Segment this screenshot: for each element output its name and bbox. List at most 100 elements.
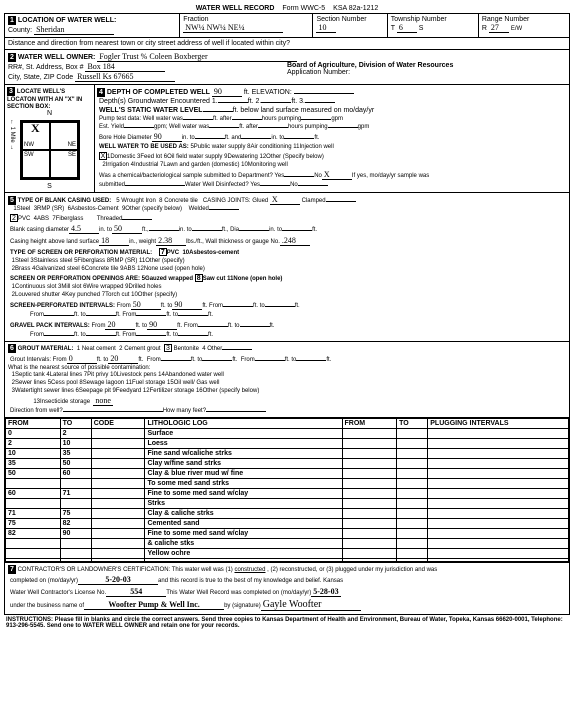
bd6[interactable] <box>282 230 312 231</box>
cell-plug[interactable] <box>428 549 569 559</box>
o8-check[interactable]: 8 <box>195 274 203 282</box>
gif2[interactable] <box>161 360 191 361</box>
jx[interactable]: X <box>270 195 300 205</box>
bore-v[interactable]: 90 <box>152 132 182 142</box>
cell-log[interactable]: To some med sand strks <box>145 479 342 489</box>
cell-to[interactable]: 82 <box>60 519 91 529</box>
cell-code[interactable] <box>91 449 145 459</box>
cell-code[interactable] <box>91 479 145 489</box>
cell-from[interactable]: 35 <box>6 459 61 469</box>
cell-code[interactable] <box>91 489 145 499</box>
cell-code[interactable] <box>91 549 145 559</box>
date1[interactable]: 5-20-03 <box>78 575 158 585</box>
cell-log[interactable]: Cemented sand <box>145 519 342 529</box>
g2t[interactable] <box>240 326 270 327</box>
cell-from2[interactable] <box>342 499 397 509</box>
g1t[interactable]: 90 <box>147 320 177 330</box>
no1v[interactable]: X <box>322 170 352 180</box>
cell-log[interactable]: Fine to some med sand w/clay <box>145 529 342 539</box>
gw1v[interactable] <box>218 102 248 103</box>
cell-to2[interactable] <box>397 559 428 562</box>
cell-from2[interactable] <box>342 489 397 499</box>
p3t[interactable] <box>86 315 116 316</box>
cell-from[interactable]: 0 <box>6 429 61 439</box>
ww2v[interactable] <box>209 127 239 128</box>
subv[interactable] <box>125 185 185 186</box>
yieldv[interactable] <box>124 127 154 128</box>
cell-to2[interactable] <box>397 539 428 549</box>
wn[interactable]: .248 <box>280 236 310 246</box>
cell-log[interactable]: Loess <box>145 439 342 449</box>
cell-log[interactable] <box>145 559 342 562</box>
cell-to2[interactable] <box>397 429 428 439</box>
disy[interactable] <box>260 185 290 186</box>
county-value[interactable]: Sheridan <box>34 25 114 35</box>
cell-to2[interactable] <box>397 469 428 479</box>
cell-to2[interactable] <box>397 439 428 449</box>
cell-to2[interactable] <box>397 549 428 559</box>
dirv[interactable] <box>63 411 163 412</box>
cell-log[interactable]: Fine to some med sand w/clay <box>145 489 342 499</box>
cell-from[interactable] <box>6 539 61 549</box>
git2[interactable] <box>202 360 232 361</box>
cell-from[interactable]: 75 <box>6 519 61 529</box>
cell-to[interactable] <box>60 549 91 559</box>
cell-from[interactable]: 10 <box>6 449 61 459</box>
sig[interactable]: Gayle Woofter <box>261 599 361 611</box>
h2v[interactable] <box>328 127 358 128</box>
cell-plug[interactable] <box>428 469 569 479</box>
a1v[interactable] <box>232 119 262 120</box>
gif3[interactable] <box>255 360 285 361</box>
bd4[interactable] <box>192 230 222 231</box>
threadedv[interactable] <box>122 219 152 220</box>
cell-to2[interactable] <box>397 489 428 499</box>
city-value[interactable]: Russell Ks 67665 <box>75 72 175 82</box>
ftandv[interactable] <box>241 138 271 139</box>
in1v[interactable] <box>195 138 225 139</box>
cell-from[interactable] <box>6 559 61 562</box>
cell-plug[interactable] <box>428 559 569 562</box>
cell-from2[interactable] <box>342 449 397 459</box>
h1v[interactable] <box>301 119 331 120</box>
fraction-value[interactable]: NW¼ NW¼ NE¼ <box>183 23 283 33</box>
static-v[interactable] <box>203 111 233 112</box>
cell-from2[interactable] <box>342 529 397 539</box>
cell-log[interactable]: Strks <box>145 499 342 509</box>
git[interactable]: 20 <box>108 354 138 364</box>
cell-log[interactable]: Clay & caliche strks <box>145 509 342 519</box>
cell-from[interactable]: 82 <box>6 529 61 539</box>
cell-plug[interactable] <box>428 539 569 549</box>
cell-log[interactable]: Fine sand w/caliche strks <box>145 449 342 459</box>
licno[interactable]: 554 <box>106 587 166 597</box>
cell-from2[interactable] <box>342 509 397 519</box>
cell-code[interactable] <box>91 469 145 479</box>
chemy[interactable] <box>284 176 314 177</box>
gm3-check[interactable]: 3 <box>164 344 172 352</box>
g4t[interactable] <box>178 335 208 336</box>
section-value[interactable]: 10 <box>316 23 336 33</box>
cell-code[interactable] <box>91 439 145 449</box>
cell-from2[interactable] <box>342 429 397 439</box>
weldedv[interactable] <box>209 209 239 210</box>
owner-value[interactable]: Fogler Trust % Coleen Boxberger <box>97 52 297 62</box>
cell-log[interactable]: Yellow ochre <box>145 549 342 559</box>
manyv[interactable] <box>206 411 266 412</box>
bd2[interactable]: 50 <box>112 224 142 234</box>
cell-from[interactable] <box>6 499 61 509</box>
cell-to[interactable]: 75 <box>60 509 91 519</box>
p1t[interactable]: 90 <box>172 300 202 310</box>
u1-check[interactable]: X <box>99 152 107 160</box>
cell-to[interactable]: 50 <box>60 459 91 469</box>
cell-log[interactable]: Surface <box>145 429 342 439</box>
w1[interactable]: 2.38 <box>156 236 186 246</box>
g3f[interactable] <box>44 335 74 336</box>
cell-plug[interactable] <box>428 519 569 529</box>
disn[interactable] <box>298 185 328 186</box>
p4t[interactable] <box>178 315 208 316</box>
cell-plug[interactable] <box>428 529 569 539</box>
g1f[interactable]: 20 <box>105 320 135 330</box>
in2v[interactable] <box>284 138 314 139</box>
cell-log[interactable]: Clay w/fine sand strks <box>145 459 342 469</box>
cell-from2[interactable] <box>342 469 397 479</box>
township-value[interactable]: 6 <box>397 23 417 33</box>
